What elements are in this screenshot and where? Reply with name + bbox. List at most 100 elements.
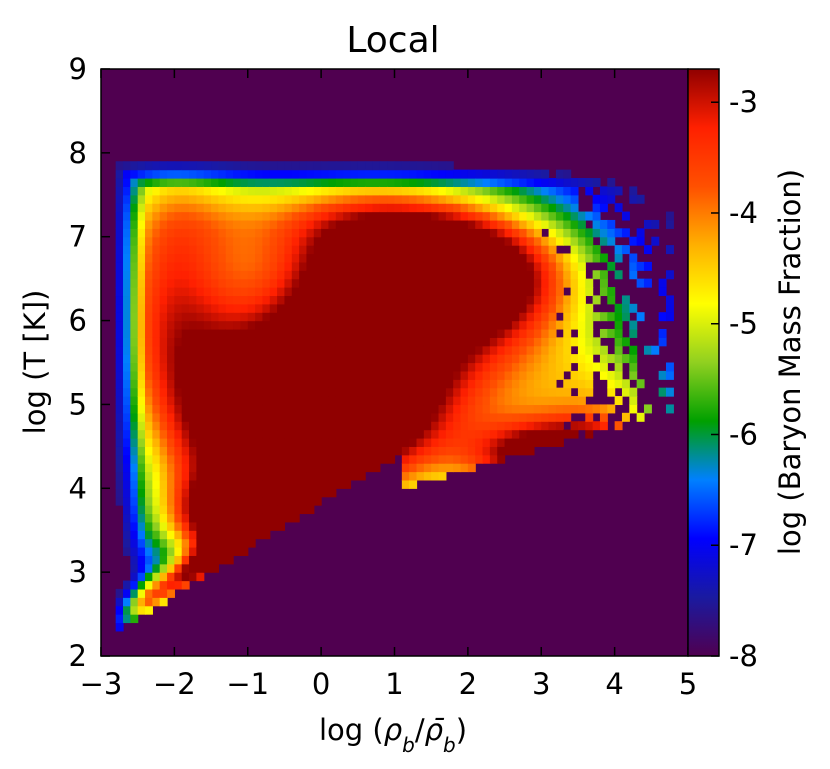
heatmap-cell [174,219,183,229]
heatmap-cell [247,169,256,179]
heatmap-cell [189,471,197,481]
heatmap-cell [123,370,131,380]
heatmap-cell [262,261,271,271]
heatmap-cell [519,354,528,364]
heatmap-cell [541,245,550,255]
heatmap-cell [504,446,513,456]
heatmap-cell [247,337,256,347]
heatmap-cell [321,320,330,330]
heatmap-cell [240,186,249,196]
heatmap-cell [585,186,594,196]
heatmap-cell [599,278,608,288]
heatmap-cell [291,270,300,280]
heatmap-cell [123,169,131,179]
heatmap-cell [130,479,139,489]
heatmap-cell [467,396,476,406]
heatmap-cell [181,580,190,590]
heatmap-cell [299,370,308,380]
heatmap-cell [137,530,146,540]
heatmap-cell [607,295,616,305]
heatmap-cell [196,261,205,271]
heatmap-cell [262,203,271,213]
heatmap-cell [431,186,440,196]
heatmap-cell [401,161,410,171]
heatmap-cell [548,387,557,397]
heatmap-cell [555,396,564,406]
heatmap-cell [130,379,139,389]
heatmap-cell [482,328,491,338]
heatmap-cell [511,396,520,406]
heatmap-cell [504,354,513,364]
heatmap-cell [189,505,197,515]
heatmap-cell [255,219,264,229]
heatmap-cell [416,236,425,246]
heatmap-cell [416,396,425,406]
heatmap-cell [115,337,124,347]
heatmap-cell [203,546,212,556]
heatmap-cell [607,328,616,338]
heatmap-cell [225,396,234,406]
heatmap-cell [291,387,300,397]
heatmap-cell [240,161,249,171]
heatmap-cell [269,219,278,229]
heatmap-cell [570,270,579,280]
heatmap-cell [475,186,484,196]
heatmap-cell [255,194,264,204]
heatmap-cell [460,270,469,280]
heatmap-cell [130,387,139,397]
heatmap-cell [343,370,352,380]
heatmap-cell [577,421,586,431]
heatmap-cell [592,421,601,431]
heatmap-cell [453,261,462,271]
heatmap-cell [401,169,410,179]
heatmap-cell [174,178,183,187]
heatmap-cell [174,488,183,498]
heatmap-cell [299,505,308,515]
heatmap-cell [255,270,264,280]
heatmap-cell [416,404,425,414]
heatmap-cell [401,396,410,406]
heatmap-cell [489,287,498,297]
heatmap-cell [255,505,264,515]
heatmap-cell [350,429,359,439]
heatmap-cell [137,597,146,607]
heatmap-cell [167,245,175,255]
heatmap-cell [423,169,432,179]
heatmap-cell [321,270,330,280]
heatmap-cell [123,219,131,229]
heatmap-cell [130,253,139,263]
heatmap-cell [533,379,542,389]
heatmap-cell [167,446,175,456]
heatmap-cell [445,211,454,221]
heatmap-cell [445,303,454,313]
heatmap-cell [321,278,330,288]
heatmap-cell [328,379,337,389]
heatmap-cell [159,404,168,414]
heatmap-cell [203,387,212,397]
heatmap-cell [460,446,469,456]
heatmap-cell [123,261,131,271]
heatmap-cell [401,362,410,372]
heatmap-cell [306,479,315,489]
heatmap-cell [445,169,454,179]
heatmap-cell [453,370,462,380]
heatmap-cell [137,404,146,414]
colorbar-ticks: -8-7-6-5-4-3 [711,85,758,673]
heatmap-cell [115,446,124,456]
heatmap-cell [445,228,454,238]
heatmap-cell [387,211,396,221]
heatmap-cell [526,278,535,288]
heatmap-cell [225,169,234,179]
heatmap-cell [328,345,337,355]
heatmap-cell [145,270,153,280]
heatmap-cell [665,219,674,229]
heatmap-cell [167,211,175,221]
heatmap-cell [218,396,227,406]
heatmap-cell [489,236,498,246]
heatmap-cell [262,236,271,246]
heatmap-cell [255,488,264,498]
x-tick-label: 4 [605,667,623,701]
heatmap-cell [445,253,454,263]
heatmap-cell [152,513,161,523]
heatmap-cell [372,387,381,397]
